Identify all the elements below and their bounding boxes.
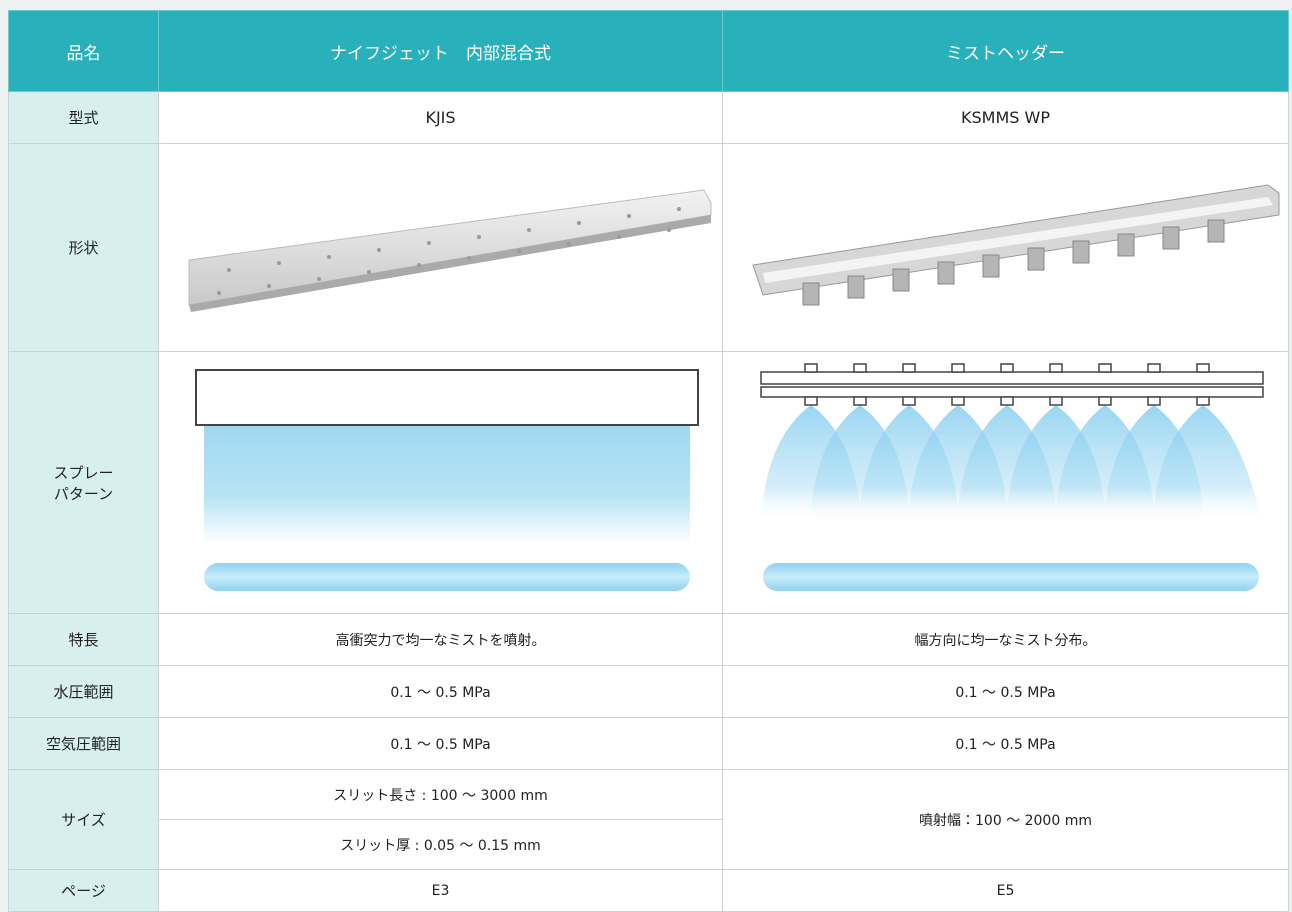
label-line: パターン <box>53 484 114 503</box>
row: 型式 KJIS KSMMS WP <box>8 91 1289 144</box>
row-label: 特長 <box>8 613 159 666</box>
header-row: 品名 ナイフジェット 内部混合式 ミストヘッダー <box>8 10 1289 92</box>
cell: E3 <box>158 869 723 912</box>
row-label: 形状 <box>8 143 159 352</box>
cell: 幅方向に均一なミスト分布。 <box>722 613 1289 666</box>
cell: 0.1 〜 0.5 MPa <box>158 717 723 770</box>
row-label: 水圧範囲 <box>8 665 159 718</box>
mist-header-pattern <box>760 362 1264 591</box>
cell: E5 <box>722 869 1289 912</box>
row-label: スプレー パターン <box>8 351 159 614</box>
cell: 噴射幅：100 〜 2000 mm <box>722 769 1289 870</box>
header-cell: 品名 <box>8 10 159 92</box>
row: ページ E3 E5 <box>8 869 1289 912</box>
cell: スリット厚 : 0.05 〜 0.15 mm <box>158 819 723 870</box>
row: 空気圧範囲 0.1 〜 0.5 MPa 0.1 〜 0.5 MPa <box>8 717 1289 770</box>
pattern-cell <box>722 351 1289 614</box>
cell: 0.1 〜 0.5 MPa <box>722 665 1289 718</box>
row: サイズ スリット長さ : 100 〜 3000 mm 噴射幅：100 〜 200… <box>8 769 1289 870</box>
cell: 高衝突力で均一なミストを噴射。 <box>158 613 723 666</box>
header-cell: ミストヘッダー <box>722 10 1289 92</box>
row: スリット厚 : 0.05 〜 0.15 mm <box>9 819 1289 870</box>
mist-header-image <box>752 183 1280 305</box>
row-label: ページ <box>8 869 159 912</box>
label-line: スプレー <box>53 463 114 482</box>
spec-table: 品名 ナイフジェット 内部混合式 ミストヘッダー 型式 KJIS KSMMS W… <box>8 10 1289 912</box>
cell: KSMMS WP <box>722 91 1289 144</box>
knife-jet-pattern <box>195 368 699 591</box>
row: 水圧範囲 0.1 〜 0.5 MPa 0.1 〜 0.5 MPa <box>8 665 1289 718</box>
row-label: サイズ <box>8 769 159 870</box>
row-label: 型式 <box>8 91 159 144</box>
cell: スリット長さ : 100 〜 3000 mm <box>158 769 723 820</box>
image-cell <box>722 143 1289 352</box>
cell: KJIS <box>158 91 723 144</box>
pattern-cell <box>158 351 723 614</box>
knife-jet-image <box>188 188 712 312</box>
header-cell: ナイフジェット 内部混合式 <box>158 10 723 92</box>
row: スプレー パターン <box>8 351 1289 614</box>
row-label: 空気圧範囲 <box>8 717 159 770</box>
cell: 0.1 〜 0.5 MPa <box>158 665 723 718</box>
row: 形状 <box>8 143 1289 352</box>
cell: 0.1 〜 0.5 MPa <box>722 717 1289 770</box>
image-cell <box>158 143 723 352</box>
row: 特長 高衝突力で均一なミストを噴射。 幅方向に均一なミスト分布。 <box>8 613 1289 666</box>
